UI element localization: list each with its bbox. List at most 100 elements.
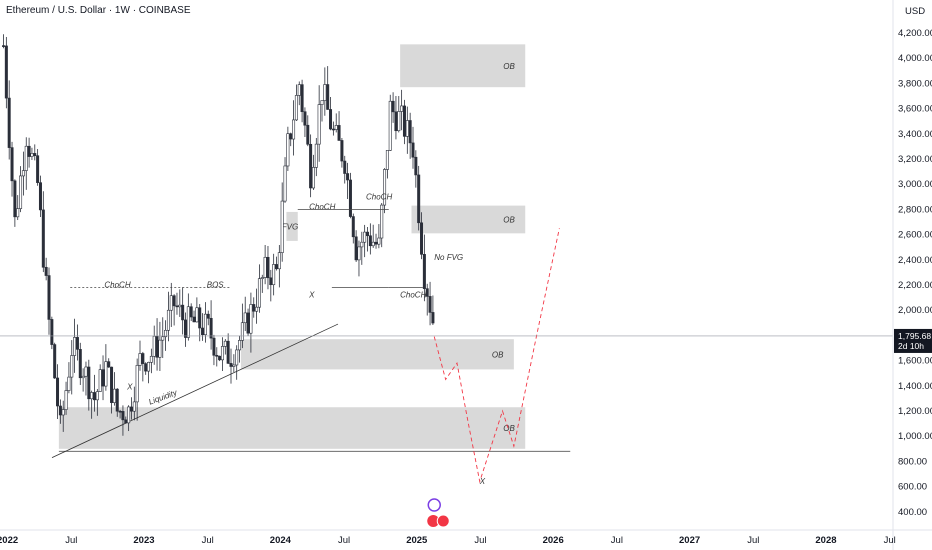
candle-body — [428, 296, 432, 313]
currency-label: USD — [905, 6, 925, 17]
candle-body — [132, 401, 136, 412]
time-tick-label: Jul — [202, 535, 214, 546]
candle-body — [277, 252, 281, 270]
price-tick-label: 3,800.00 — [898, 78, 932, 89]
candle-body — [75, 337, 79, 350]
candle-body — [249, 304, 253, 334]
candle-body — [320, 100, 324, 105]
price-tick-label: 400.00 — [898, 507, 927, 518]
chart-annotation: X — [126, 383, 133, 392]
candle-body — [218, 355, 222, 361]
candle-body — [203, 313, 207, 336]
candle-body — [212, 337, 216, 356]
last-price-value: 1,795.68 — [898, 331, 931, 341]
projection-path — [433, 228, 560, 484]
candle-body — [220, 346, 224, 361]
candle-body — [380, 204, 384, 239]
time-tick-label: Jul — [65, 535, 77, 546]
price-tick-label: 3,000.00 — [898, 179, 932, 190]
candle-body — [303, 111, 307, 126]
candle-body — [289, 133, 293, 140]
candle-body — [331, 128, 335, 131]
candle-body — [238, 340, 242, 351]
candle-body — [266, 256, 270, 279]
candle-body — [272, 264, 276, 286]
candle-body — [36, 155, 40, 183]
candle-body — [340, 140, 344, 162]
candle-body — [235, 349, 239, 366]
candle-body — [351, 216, 355, 238]
candle-body — [431, 312, 435, 324]
candle-body — [1, 45, 6, 47]
candle-body — [10, 147, 14, 182]
zone-label: OB — [503, 424, 515, 433]
price-tick-label: 4,200.00 — [898, 28, 932, 39]
time-tick-label: Jul — [611, 535, 623, 546]
candle-body — [129, 406, 133, 412]
candle-body — [166, 309, 170, 331]
candle-body — [87, 366, 91, 400]
candle-body — [101, 369, 105, 387]
time-tick-label: Jul — [338, 535, 350, 546]
chart-annotation: ChoCH — [400, 291, 426, 300]
candle-body — [294, 95, 298, 121]
candle-body — [192, 316, 196, 323]
candle-body — [155, 335, 159, 358]
candle-body — [269, 277, 273, 286]
candle-body — [70, 355, 74, 378]
candle-body — [274, 264, 278, 270]
time-tick-label: 2027 — [679, 535, 700, 546]
candle-body — [215, 354, 219, 357]
price-tick-label: 3,600.00 — [898, 104, 932, 115]
candle-body — [280, 200, 284, 253]
candle-body — [348, 179, 352, 217]
candle-body — [184, 319, 188, 338]
candle-body — [337, 125, 341, 141]
price-tick-label: 3,200.00 — [898, 154, 932, 165]
candle-body — [263, 256, 267, 278]
candle-body — [98, 369, 102, 392]
candle-body — [414, 156, 418, 176]
us-flag-icon[interactable] — [436, 514, 450, 528]
price-tick-label: 1,200.00 — [898, 406, 932, 417]
us-flag-icon[interactable] — [427, 515, 440, 527]
chart-annotation: Liquidity — [147, 388, 179, 407]
order-block-zone — [240, 339, 514, 370]
candle-body — [397, 111, 401, 132]
candle-body — [4, 45, 8, 99]
candle-body — [21, 170, 25, 177]
candle-body — [365, 231, 369, 237]
candle-body — [121, 411, 125, 421]
candle-body — [152, 335, 156, 357]
candle-body — [27, 145, 31, 157]
time-tick-label: Jul — [747, 535, 759, 546]
candle-body — [400, 105, 404, 112]
candle-body — [297, 84, 301, 96]
order-block-zone — [58, 407, 526, 449]
time-tick-label: 2024 — [270, 535, 292, 546]
candle-body — [195, 307, 199, 323]
lightning-icon[interactable] — [427, 498, 441, 512]
candle-body — [186, 306, 190, 338]
candle-body — [16, 208, 20, 218]
candle-body — [135, 365, 139, 403]
candle-body — [172, 295, 176, 307]
candle-body — [346, 173, 350, 181]
chart-annotation: BOS — [207, 281, 225, 290]
candle-body — [124, 419, 128, 424]
candle-body — [110, 366, 114, 403]
candle-body — [41, 209, 45, 268]
candle-body — [334, 125, 338, 130]
candle-body — [360, 241, 364, 248]
candle-body — [118, 410, 122, 413]
time-tick-label: Jul — [884, 535, 896, 546]
candle-body — [354, 236, 358, 261]
candle-body — [181, 304, 185, 321]
candle-body — [323, 84, 327, 101]
candle-body — [229, 363, 233, 367]
candle-body — [343, 160, 347, 174]
candle-body — [144, 363, 148, 372]
candle-body — [115, 388, 119, 412]
candle-body — [178, 304, 182, 308]
